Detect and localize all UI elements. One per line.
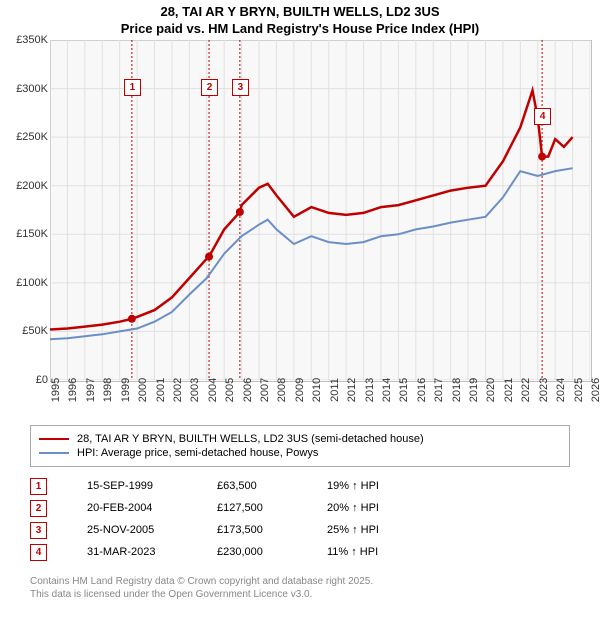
x-tick-label: 2022 <box>520 378 532 402</box>
x-tick-label: 2000 <box>137 378 149 402</box>
sales-marker: 1 <box>30 478 47 495</box>
sales-date: 25-NOV-2005 <box>87 524 217 536</box>
x-tick-label: 2006 <box>242 378 254 402</box>
legend-swatch <box>39 438 69 440</box>
x-tick-label: 2014 <box>381 378 393 402</box>
x-tick-label: 2007 <box>259 378 271 402</box>
legend: 28, TAI AR Y BRYN, BUILTH WELLS, LD2 3US… <box>30 425 570 467</box>
x-tick-label: 2024 <box>555 378 567 402</box>
sale-marker: 2 <box>201 79 218 96</box>
y-tick-label: £150K <box>16 228 48 240</box>
x-tick-label: 2020 <box>485 378 497 402</box>
sales-diff: 20% ↑ HPI <box>327 502 447 514</box>
y-tick-label: £300K <box>16 83 48 95</box>
y-tick-label: £50K <box>22 325 48 337</box>
x-tick-label: 2017 <box>433 378 445 402</box>
x-tick-label: 2010 <box>311 378 323 402</box>
sales-price: £63,500 <box>217 480 327 492</box>
footer: Contains HM Land Registry data © Crown c… <box>30 575 570 601</box>
y-tick-label: £350K <box>16 34 48 46</box>
footer-line1: Contains HM Land Registry data © Crown c… <box>30 575 570 588</box>
sales-row: 1 15-SEP-1999£63,50019% ↑ HPI <box>30 475 447 497</box>
title-line1: 28, TAI AR Y BRYN, BUILTH WELLS, LD2 3US <box>0 4 600 21</box>
sales-diff: 11% ↑ HPI <box>327 546 447 558</box>
sales-date: 31-MAR-2023 <box>87 546 217 558</box>
x-tick-label: 2015 <box>398 378 410 402</box>
sales-price: £173,500 <box>217 524 327 536</box>
sales-row: 3 25-NOV-2005£173,50025% ↑ HPI <box>30 519 447 541</box>
sales-price: £127,500 <box>217 502 327 514</box>
sale-marker: 3 <box>232 79 249 96</box>
x-tick-label: 1997 <box>85 378 97 402</box>
y-tick-label: £0 <box>36 374 48 386</box>
x-tick-label: 2013 <box>364 378 376 402</box>
legend-swatch <box>39 452 69 454</box>
x-tick-label: 2009 <box>294 378 306 402</box>
x-tick-label: 2012 <box>346 378 358 402</box>
footer-line2: This data is licensed under the Open Gov… <box>30 588 570 601</box>
sale-marker: 1 <box>124 79 141 96</box>
sales-price: £230,000 <box>217 546 327 558</box>
x-tick-label: 2005 <box>224 378 236 402</box>
x-tick-label: 2016 <box>416 378 428 402</box>
sales-date: 20-FEB-2004 <box>87 502 217 514</box>
y-tick-label: £250K <box>16 131 48 143</box>
title-line2: Price paid vs. HM Land Registry's House … <box>0 21 600 38</box>
y-tick-label: £200K <box>16 180 48 192</box>
x-tick-label: 2003 <box>189 378 201 402</box>
x-tick-label: 2002 <box>172 378 184 402</box>
legend-label: HPI: Average price, semi-detached house,… <box>77 447 318 459</box>
x-tick-label: 2018 <box>451 378 463 402</box>
x-tick-label: 2023 <box>538 378 550 402</box>
x-tick-label: 1998 <box>102 378 114 402</box>
sales-diff: 25% ↑ HPI <box>327 524 447 536</box>
sale-marker: 4 <box>534 108 551 125</box>
y-tick-label: £100K <box>16 277 48 289</box>
sales-table: 1 15-SEP-1999£63,50019% ↑ HPI 2 20-FEB-2004… <box>30 475 447 563</box>
x-tick-label: 2025 <box>573 378 585 402</box>
sales-row: 4 31-MAR-2023£230,00011% ↑ HPI <box>30 541 447 563</box>
legend-item: 28, TAI AR Y BRYN, BUILTH WELLS, LD2 3US… <box>39 433 561 445</box>
sales-diff: 19% ↑ HPI <box>327 480 447 492</box>
sales-date: 15-SEP-1999 <box>87 480 217 492</box>
x-tick-label: 2001 <box>155 378 167 402</box>
x-tick-label: 2021 <box>503 378 515 402</box>
x-tick-label: 2026 <box>590 378 600 402</box>
x-tick-label: 2008 <box>276 378 288 402</box>
x-tick-label: 2004 <box>207 378 219 402</box>
legend-label: 28, TAI AR Y BRYN, BUILTH WELLS, LD2 3US… <box>77 433 424 445</box>
sales-marker: 4 <box>30 544 47 561</box>
x-tick-label: 2011 <box>329 378 341 402</box>
chart-title: 28, TAI AR Y BRYN, BUILTH WELLS, LD2 3US… <box>0 0 600 40</box>
sales-marker: 2 <box>30 500 47 517</box>
legend-item: HPI: Average price, semi-detached house,… <box>39 447 561 459</box>
x-tick-label: 2019 <box>468 378 480 402</box>
x-tick-label: 1999 <box>120 378 132 402</box>
x-tick-label: 1996 <box>67 378 79 402</box>
sales-marker: 3 <box>30 522 47 539</box>
x-tick-label: 1995 <box>50 378 62 402</box>
sales-row: 2 20-FEB-2004£127,50020% ↑ HPI <box>30 497 447 519</box>
